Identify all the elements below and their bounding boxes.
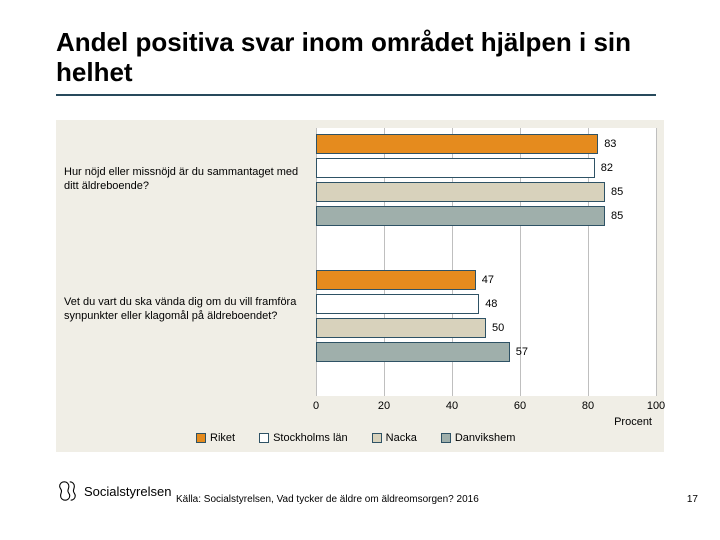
bar-value-label: 83 bbox=[604, 134, 616, 154]
bar bbox=[316, 158, 595, 178]
x-tick: 40 bbox=[446, 400, 458, 412]
x-tick: 60 bbox=[514, 400, 526, 412]
page-number: 17 bbox=[687, 494, 698, 505]
logo-text: Socialstyrelsen bbox=[84, 484, 171, 499]
legend-label: Stockholms län bbox=[273, 432, 348, 444]
bar-value-label: 47 bbox=[482, 270, 494, 290]
legend-label: Nacka bbox=[386, 432, 417, 444]
bar-value-label: 85 bbox=[611, 206, 623, 226]
bar-value-label: 85 bbox=[611, 182, 623, 202]
category-label-1: Vet du vart du ska vända dig om du vill … bbox=[64, 296, 309, 324]
legend-item: Danvikshem bbox=[441, 432, 516, 444]
bar bbox=[316, 294, 479, 314]
page-title: Andel positiva svar inom området hjälpen… bbox=[56, 28, 656, 96]
logo: Socialstyrelsen bbox=[56, 480, 171, 502]
legend: Riket Stockholms län Nacka Danvikshem bbox=[196, 432, 515, 444]
bar-row: 85 bbox=[316, 204, 656, 228]
bar-row: 83 bbox=[316, 132, 656, 156]
bar bbox=[316, 134, 598, 154]
bar-row: 47 bbox=[316, 268, 656, 292]
bar-row: 50 bbox=[316, 316, 656, 340]
legend-swatch bbox=[259, 433, 269, 443]
bar bbox=[316, 342, 510, 362]
x-axis-ticks: 020406080100 bbox=[316, 400, 656, 416]
legend-item: Nacka bbox=[372, 432, 417, 444]
legend-swatch bbox=[196, 433, 206, 443]
bar bbox=[316, 318, 486, 338]
socialstyrelsen-icon bbox=[56, 480, 78, 502]
legend-item: Riket bbox=[196, 432, 235, 444]
bar-value-label: 50 bbox=[492, 318, 504, 338]
x-tick: 100 bbox=[647, 400, 665, 412]
x-tick: 20 bbox=[378, 400, 390, 412]
legend-swatch bbox=[372, 433, 382, 443]
bar bbox=[316, 270, 476, 290]
source-text: Källa: Socialstyrelsen, Vad tycker de äl… bbox=[176, 494, 479, 505]
bar-row: 48 bbox=[316, 292, 656, 316]
x-tick: 80 bbox=[582, 400, 594, 412]
x-axis-title: Procent bbox=[614, 416, 652, 428]
bar-value-label: 82 bbox=[601, 158, 613, 178]
category-label-0: Hur nöjd eller missnöjd är du sammantage… bbox=[64, 166, 309, 194]
plot-area: 83 82 85 85 47 48 50 57 bbox=[316, 128, 656, 396]
bar-value-label: 57 bbox=[516, 342, 528, 362]
legend-swatch bbox=[441, 433, 451, 443]
bar-row: 57 bbox=[316, 340, 656, 364]
bar-row: 82 bbox=[316, 156, 656, 180]
legend-label: Riket bbox=[210, 432, 235, 444]
x-tick: 0 bbox=[313, 400, 319, 412]
legend-label: Danvikshem bbox=[455, 432, 516, 444]
legend-item: Stockholms län bbox=[259, 432, 348, 444]
bar bbox=[316, 206, 605, 226]
chart-container: 83 82 85 85 47 48 50 57 Hur nöjd eller missnöjd… bbox=[56, 120, 664, 452]
bar-value-label: 48 bbox=[485, 294, 497, 314]
bar bbox=[316, 182, 605, 202]
bar-row: 85 bbox=[316, 180, 656, 204]
